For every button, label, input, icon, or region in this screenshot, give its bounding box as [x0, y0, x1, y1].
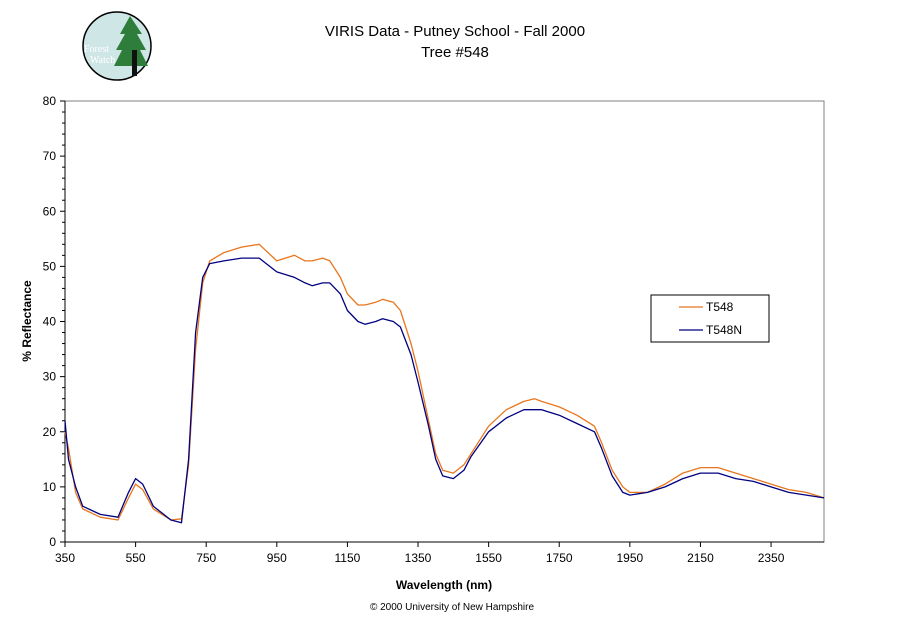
- x-axis: 350 550 750 950 1150 1350 1550 1750 1950 2150 2350: [55, 541, 824, 565]
- legend-label-t548: T548: [706, 300, 734, 314]
- y-tick-label: 50: [43, 259, 57, 273]
- y-tick-label: 40: [43, 315, 57, 329]
- series-line-t548n: [64, 257, 825, 524]
- x-tick-label: 550: [126, 551, 146, 565]
- y-axis-label: % Reflectance: [20, 280, 34, 362]
- y-tick-label: 20: [43, 425, 57, 439]
- chart-title-line1: VIRIS Data - Putney School - Fall 2000: [325, 23, 585, 40]
- forest-watch-logo: Forest Watch: [82, 11, 152, 81]
- legend-box: [650, 294, 770, 343]
- y-tick-label: 80: [43, 94, 57, 108]
- x-tick-label: 2150: [687, 551, 714, 565]
- logo-text-1: Forest: [84, 44, 109, 55]
- tree-trunk-icon: [132, 50, 137, 76]
- y-tick-label: 60: [43, 204, 57, 218]
- x-tick-label: 1950: [616, 551, 643, 565]
- y-tick-label: 0: [49, 535, 56, 549]
- series-line-t548: [64, 243, 825, 521]
- x-tick-label: 1150: [335, 551, 361, 565]
- chart-title-line2: Tree #548: [421, 44, 489, 61]
- x-tick-label: 1750: [546, 551, 573, 565]
- series-lines: [64, 243, 825, 524]
- y-tick-label: 10: [43, 480, 57, 494]
- legend-label-t548n: T548N: [706, 323, 742, 337]
- tree-icon: [114, 16, 148, 66]
- x-tick-label: 350: [55, 551, 75, 565]
- legend: T548 T548N: [650, 294, 770, 343]
- y-tick-label: 70: [43, 149, 57, 163]
- y-tick-label: 30: [43, 370, 57, 384]
- x-tick-label: 950: [267, 551, 287, 565]
- y-axis: 0 10 20 30 40 50 60 70 80: [43, 94, 66, 549]
- x-tick-label: 2350: [758, 551, 785, 565]
- x-axis-label: Wavelength (nm): [396, 578, 492, 592]
- x-tick-label: 750: [196, 551, 216, 565]
- x-tick-label: 1350: [405, 551, 432, 565]
- logo-text-2: Watch: [90, 55, 115, 66]
- copyright-footer: © 2000 University of New Hampshire: [370, 602, 535, 613]
- x-tick-label: 1550: [475, 551, 502, 565]
